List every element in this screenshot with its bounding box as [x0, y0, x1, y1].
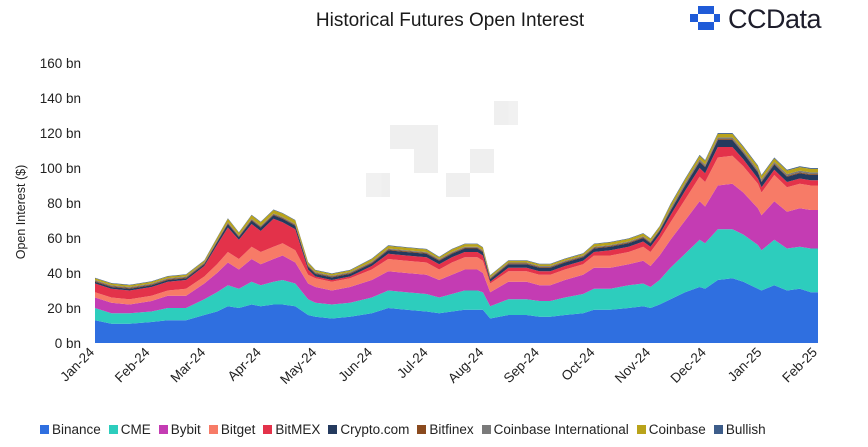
x-tick-label: Sep-24 [501, 344, 543, 386]
legend-swatch [263, 425, 273, 434]
y-tick-label: 80 bn [47, 196, 81, 211]
legend-item: Bitfinex [417, 422, 474, 437]
legend-swatch [208, 425, 218, 434]
chart-title: Historical Futures Open Interest [315, 10, 585, 31]
area-series-cme [95, 229, 818, 324]
legend-label: CME [120, 422, 151, 437]
legend-label: Bybit [170, 422, 201, 437]
legend-label: Coinbase [648, 422, 706, 437]
legend-item: Coinbase International [481, 422, 629, 437]
x-tick-label: Jul-24 [394, 344, 431, 381]
x-tick-label: Jun-24 [335, 344, 375, 384]
legend-item: Crypto.com [328, 422, 409, 437]
x-tick-label: Aug-24 [445, 344, 487, 386]
area-series-binance [95, 278, 818, 343]
area-series-bybit [95, 183, 818, 314]
x-tick-label: Feb-24 [112, 344, 153, 385]
legend-item: Bitget [208, 422, 256, 437]
legend-label: Bullish [725, 422, 766, 437]
x-tick-label: Apr-24 [225, 344, 265, 384]
y-tick-label: 20 bn [47, 301, 81, 316]
x-tick-label: Oct-24 [558, 344, 598, 384]
legend: Binance CME Bybit Bitget BitMEX Crypto.com Bit… [40, 422, 868, 437]
brand-logo: CCData [688, 3, 822, 34]
x-tick-label: Jan-25 [725, 345, 765, 385]
legend-item: Coinbase [636, 422, 706, 437]
y-tick-label: 40 bn [47, 266, 81, 281]
legend-label: Bitfinex [429, 422, 474, 437]
legend-swatch [108, 425, 118, 434]
x-tick-label: Dec-24 [668, 344, 710, 386]
y-tick-label: 120 bn [40, 126, 81, 141]
x-tick-label: May-24 [277, 344, 320, 387]
y-tick-label: 140 bn [40, 91, 81, 106]
legend-swatch [636, 425, 646, 434]
y-tick-label: 0 bn [55, 336, 81, 351]
chart-plot: 0 bn 20 bn 40 bn 60 bn 80 bn 100 bn 120 bn 140 … [40, 56, 820, 387]
legend-swatch [158, 425, 168, 434]
legend-item: Bullish [713, 422, 766, 437]
x-tick-label: Nov-24 [612, 344, 654, 386]
legend-swatch [481, 425, 491, 434]
legend-swatch [713, 425, 723, 434]
y-tick-label: 60 bn [47, 231, 81, 246]
watermark-logo [366, 101, 518, 197]
legend-label: Coinbase International [493, 422, 629, 437]
area-series-bitget [95, 155, 818, 305]
y-tick-label: 100 bn [40, 161, 81, 176]
legend-swatch [40, 425, 49, 434]
x-tick-label: Feb-25 [779, 345, 820, 386]
y-tick-label: 160 bn [40, 56, 81, 71]
legend-item: Bybit [158, 422, 201, 437]
legend-label: BitMEX [275, 422, 321, 437]
legend-swatch [328, 425, 338, 434]
legend-item: BitMEX [263, 422, 320, 437]
legend-label: Bitget [220, 422, 256, 437]
legend-label: Binance [52, 422, 101, 437]
legend-label: Crypto.com [340, 422, 410, 437]
legend-item: Binance [40, 422, 101, 437]
legend-swatch [417, 425, 427, 434]
brand-name: CCData [728, 3, 822, 34]
x-tick-label: Mar-24 [168, 344, 209, 385]
area-series-bitmex [95, 147, 818, 300]
legend-item: CME [108, 422, 151, 437]
ccdata-logo-icon [690, 6, 720, 30]
